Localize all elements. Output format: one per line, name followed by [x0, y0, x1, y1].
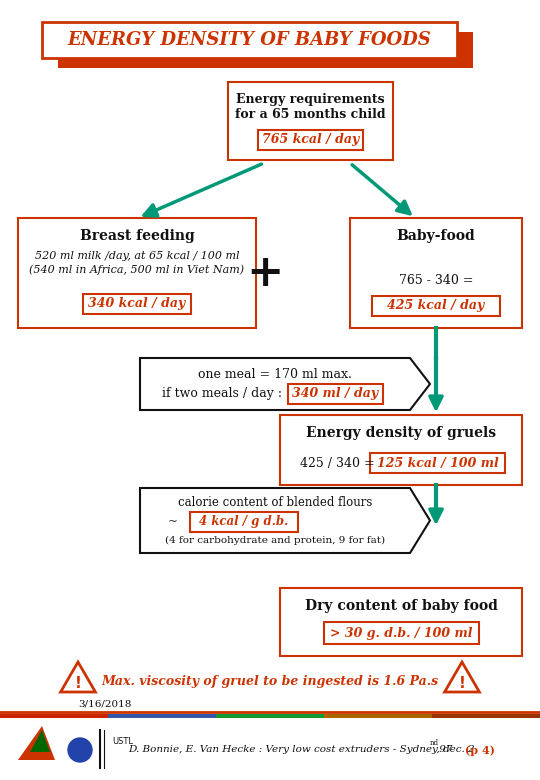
FancyBboxPatch shape	[228, 82, 393, 160]
Polygon shape	[18, 726, 55, 760]
Text: > 30 g. d.b. / 100 ml: > 30 g. d.b. / 100 ml	[330, 626, 472, 640]
Text: Max. viscosity of gruel to be ingested is 1.6 Pa.s: Max. viscosity of gruel to be ingested i…	[102, 675, 438, 689]
Text: 97: 97	[436, 746, 453, 754]
FancyBboxPatch shape	[324, 714, 432, 718]
Text: ~: ~	[168, 516, 178, 529]
FancyBboxPatch shape	[42, 22, 457, 58]
Text: 4 kcal / g d.b.: 4 kcal / g d.b.	[199, 516, 288, 529]
Text: calorie content of blended flours: calorie content of blended flours	[178, 495, 372, 509]
Text: 425 / 340 =: 425 / 340 =	[300, 456, 375, 470]
FancyBboxPatch shape	[190, 512, 298, 532]
Text: Dry content of baby food: Dry content of baby food	[305, 599, 497, 613]
Text: ENERGY DENSITY OF BABY FOODS: ENERGY DENSITY OF BABY FOODS	[67, 31, 431, 49]
Text: (p 4): (p 4)	[465, 744, 495, 756]
Text: 765 kcal / day: 765 kcal / day	[262, 133, 359, 147]
Text: (540 ml in Africa, 500 ml in Viet Nam): (540 ml in Africa, 500 ml in Viet Nam)	[30, 264, 245, 275]
Circle shape	[68, 738, 92, 762]
FancyBboxPatch shape	[58, 32, 473, 68]
FancyBboxPatch shape	[432, 714, 540, 718]
Text: if two meals / day :: if two meals / day :	[162, 388, 282, 400]
Text: 3/16/2018: 3/16/2018	[78, 700, 131, 708]
Polygon shape	[60, 662, 96, 692]
Text: (4 for carbohydrate and protein, 9 for fat): (4 for carbohydrate and protein, 9 for f…	[165, 535, 385, 544]
Text: 340 ml / day: 340 ml / day	[293, 388, 379, 400]
FancyBboxPatch shape	[216, 714, 324, 718]
Text: 425 kcal / day: 425 kcal / day	[387, 300, 484, 313]
Text: 520 ml milk /day, at 65 kcal / 100 ml: 520 ml milk /day, at 65 kcal / 100 ml	[35, 251, 239, 261]
Text: Energy requirements: Energy requirements	[236, 94, 385, 107]
FancyBboxPatch shape	[18, 218, 256, 328]
Text: Baby-food: Baby-food	[396, 229, 475, 243]
FancyBboxPatch shape	[280, 415, 522, 485]
Text: +: +	[246, 251, 284, 295]
FancyBboxPatch shape	[108, 714, 216, 718]
Text: USTL: USTL	[112, 738, 133, 746]
FancyBboxPatch shape	[372, 296, 500, 316]
Polygon shape	[30, 730, 50, 752]
FancyBboxPatch shape	[370, 453, 505, 473]
Text: Breast feeding: Breast feeding	[79, 229, 194, 243]
FancyBboxPatch shape	[280, 588, 522, 656]
Polygon shape	[140, 488, 430, 553]
Text: Energy density of gruels: Energy density of gruels	[306, 426, 496, 440]
FancyBboxPatch shape	[83, 294, 191, 314]
Text: 125 kcal / 100 ml: 125 kcal / 100 ml	[376, 456, 498, 470]
FancyBboxPatch shape	[258, 130, 363, 150]
Text: nd: nd	[430, 739, 439, 747]
FancyBboxPatch shape	[350, 218, 522, 328]
FancyBboxPatch shape	[0, 720, 540, 780]
Polygon shape	[140, 358, 430, 410]
Text: D. Bonnie, E. Van Hecke : Very low cost extruders - Sydney, dec. 2: D. Bonnie, E. Van Hecke : Very low cost …	[128, 746, 475, 754]
Polygon shape	[444, 662, 480, 692]
FancyBboxPatch shape	[323, 622, 478, 644]
Text: for a 65 months child: for a 65 months child	[235, 108, 386, 120]
Text: !: !	[458, 676, 465, 692]
FancyBboxPatch shape	[0, 714, 108, 718]
Text: !: !	[75, 676, 82, 692]
Text: one meal = 170 ml max.: one meal = 170 ml max.	[198, 367, 352, 381]
Text: 340 kcal / day: 340 kcal / day	[89, 297, 186, 310]
FancyBboxPatch shape	[288, 384, 383, 404]
Text: 765 - 340 =: 765 - 340 =	[399, 274, 473, 286]
